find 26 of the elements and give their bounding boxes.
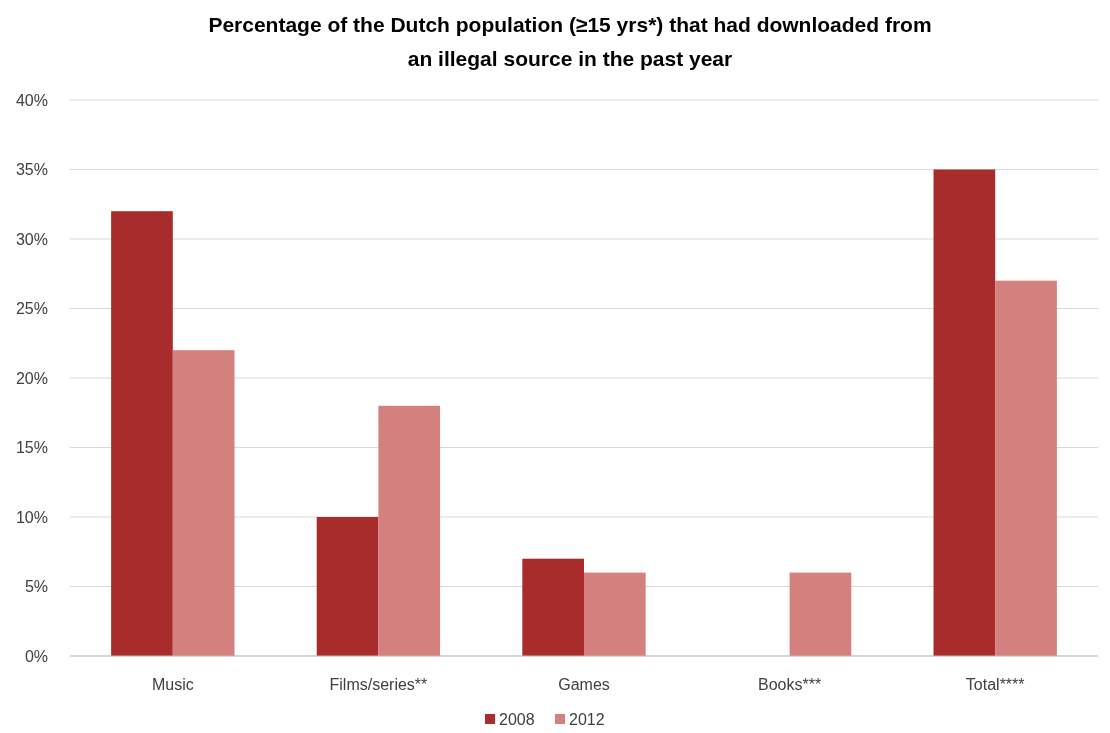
- y-tick-label: 15%: [15, 439, 48, 457]
- x-tick-label: Music: [151, 676, 194, 693]
- y-tick-label: 5%: [24, 578, 48, 596]
- y-tick-label: 25%: [15, 300, 48, 318]
- bar: [995, 280, 1057, 656]
- legend-label: 2008: [499, 710, 535, 728]
- x-tick-label: Films/series**: [329, 676, 428, 693]
- y-tick-label: 30%: [15, 230, 48, 248]
- chart-title: Percentage of the Dutch population (≥15 yrs*) that had downloaded from an illegal source in the past year: [208, 13, 932, 70]
- y-tick-label: 0%: [24, 647, 48, 665]
- bar: [584, 572, 646, 656]
- x-tick-label: Books***: [758, 676, 822, 693]
- bar: [789, 572, 852, 656]
- bar: [111, 211, 173, 656]
- y-tick-label: 40%: [15, 91, 48, 109]
- legend-label: 2012: [569, 710, 605, 728]
- y-tick-label: 10%: [15, 508, 48, 526]
- bar: [522, 558, 584, 656]
- x-tick-label: Games: [558, 676, 610, 693]
- x-tick-label: Total****: [965, 676, 1025, 693]
- bar: [933, 169, 996, 656]
- bar: [316, 517, 379, 656]
- y-tick-label: 35%: [15, 161, 48, 179]
- bar: [378, 405, 441, 656]
- bar: [172, 350, 235, 656]
- y-tick-label: 20%: [15, 369, 48, 387]
